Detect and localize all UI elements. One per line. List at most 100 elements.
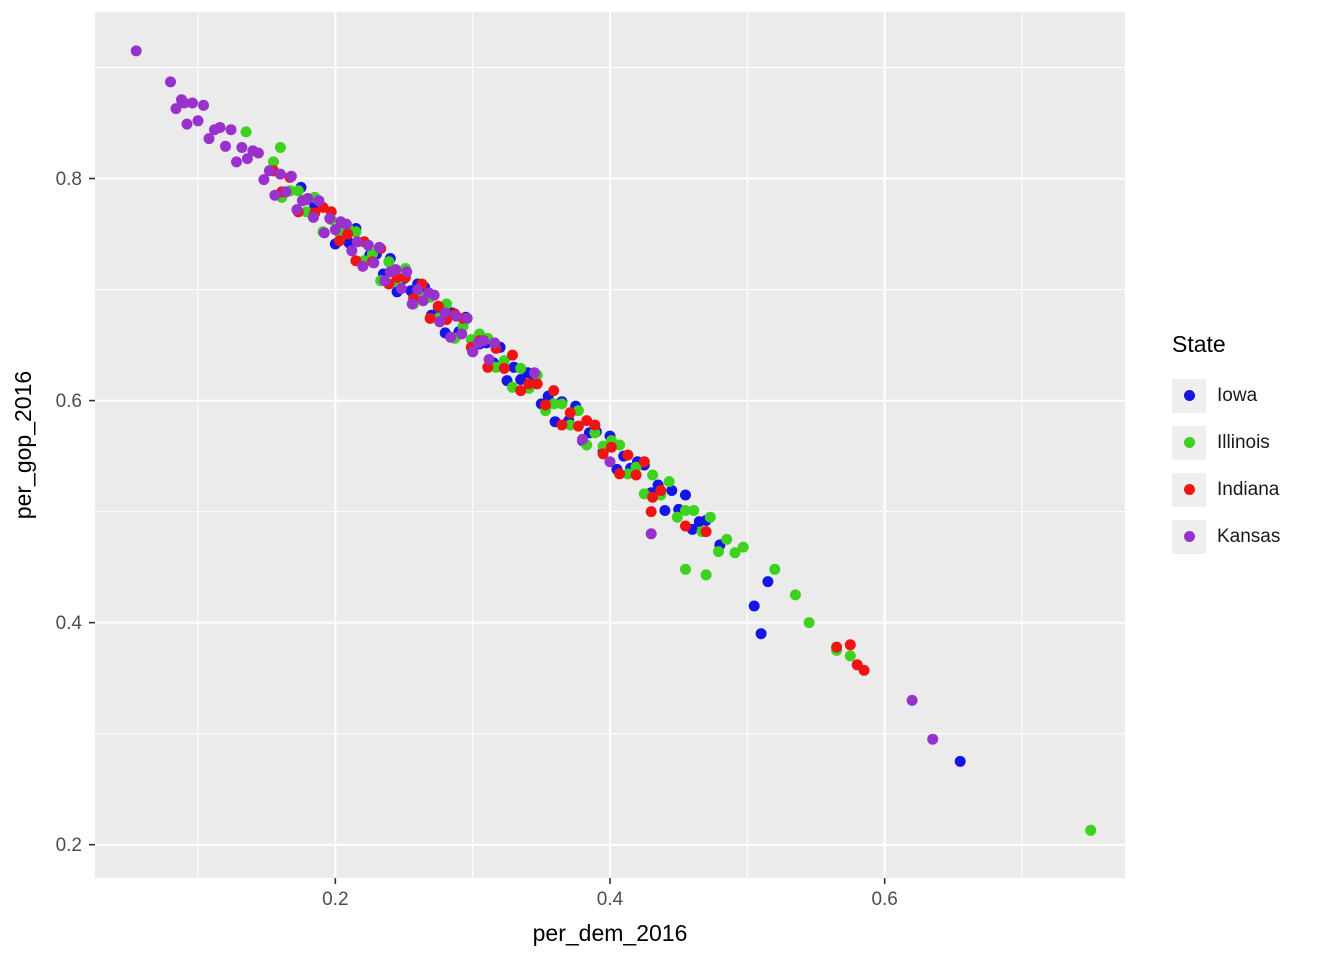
y-axis-title: per_gop_2016: [10, 371, 36, 519]
legend-key: [1172, 425, 1206, 460]
data-point-kansas: [577, 433, 588, 445]
data-point-indiana: [645, 506, 657, 518]
data-point-kansas: [362, 239, 374, 251]
data-point-indiana: [515, 385, 527, 397]
data-point-kansas: [428, 289, 440, 301]
data-point-iowa: [659, 505, 671, 516]
data-point-illinois: [704, 511, 716, 523]
data-point-kansas: [236, 142, 248, 153]
data-point-indiana: [831, 641, 843, 653]
data-point-iowa: [762, 576, 774, 588]
data-point-kansas: [291, 204, 303, 216]
data-point-kansas: [274, 168, 286, 180]
data-point-kansas: [225, 124, 237, 136]
data-point-iowa: [954, 755, 966, 767]
y-tick-label: 0.4: [56, 613, 83, 634]
data-point-illinois: [564, 419, 576, 431]
data-point-illinois: [737, 541, 749, 553]
data-point-indiana: [605, 441, 617, 453]
data-point-kansas: [346, 245, 358, 257]
data-point-indiana: [700, 526, 712, 538]
data-point-illinois: [383, 256, 395, 268]
legend-label: Iowa: [1217, 384, 1258, 406]
data-point-indiana: [655, 485, 667, 496]
data-point-indiana: [858, 664, 870, 676]
data-point-indiana: [597, 448, 609, 460]
data-point-indiana: [498, 362, 510, 374]
data-point-kansas: [318, 227, 330, 239]
x-tick-label: 0.6: [871, 889, 897, 910]
data-point-illinois: [663, 476, 675, 488]
data-point-kansas: [351, 236, 363, 248]
data-point-indiana: [614, 468, 626, 480]
data-point-kansas: [181, 118, 193, 130]
legend-dot-icon: [1183, 437, 1195, 448]
data-point-indiana: [564, 407, 576, 419]
legend: State Iowa Illinois Indiana Kansas: [1172, 331, 1280, 560]
data-point-kansas: [280, 186, 292, 198]
data-point-illinois: [729, 547, 741, 559]
legend-title: State: [1172, 331, 1226, 357]
legend-item-kansas: Kansas: [1172, 513, 1280, 560]
data-point-kansas: [417, 295, 429, 307]
data-point-illinois: [721, 533, 733, 545]
data-point-kansas: [165, 76, 176, 88]
data-point-kansas: [406, 298, 418, 310]
data-point-illinois: [622, 468, 634, 480]
data-point-indiana: [589, 419, 601, 431]
data-point-illinois: [589, 427, 601, 439]
x-tick-labels: 0.2 0.4 0.6: [322, 889, 898, 910]
data-point-illinois: [789, 589, 801, 601]
data-point-kansas: [285, 170, 297, 182]
data-point-illinois: [769, 563, 781, 575]
data-point-illinois: [292, 185, 304, 197]
data-point-indiana: [548, 385, 560, 397]
data-point-kansas: [307, 211, 319, 223]
data-point-iowa: [680, 489, 691, 501]
data-point-illinois: [638, 488, 650, 500]
data-point-kansas: [927, 733, 939, 745]
data-point-illinois: [274, 142, 286, 153]
data-point-indiana: [622, 449, 634, 461]
data-point-kansas: [192, 115, 204, 127]
data-point-indiana: [844, 639, 856, 651]
data-point-kansas: [302, 193, 314, 204]
legend-item-iowa: Iowa: [1172, 372, 1280, 419]
y-tick-label: 0.6: [56, 391, 82, 412]
data-point-illinois: [490, 361, 502, 373]
data-point-illinois: [688, 505, 700, 516]
data-point-indiana: [581, 415, 593, 427]
data-point-kansas: [529, 367, 540, 379]
legend-key: [1172, 378, 1206, 413]
data-point-indiana: [638, 456, 650, 468]
data-point-illinois: [713, 546, 724, 558]
data-point-indiana: [556, 419, 568, 431]
data-point-iowa: [666, 485, 678, 496]
data-point-illinois: [844, 650, 856, 662]
legend-dot-icon: [1183, 531, 1195, 542]
data-point-kansas: [478, 335, 490, 347]
data-point-kansas: [170, 103, 182, 115]
data-point-kansas: [220, 140, 231, 152]
x-tick-label: 0.2: [322, 889, 348, 910]
data-point-illinois: [680, 563, 691, 575]
y-tick-labels: 0.2 0.4 0.6 0.8: [56, 169, 83, 856]
data-point-kansas: [412, 284, 424, 296]
data-point-illinois: [700, 569, 712, 581]
data-point-kansas: [231, 156, 242, 168]
legend-key: [1172, 519, 1206, 554]
data-point-kansas: [198, 99, 209, 111]
data-point-illinois: [441, 298, 453, 310]
data-point-kansas: [368, 257, 380, 269]
data-point-illinois: [556, 398, 568, 410]
data-point-kansas: [340, 218, 352, 230]
data-point-indiana: [342, 228, 354, 240]
data-point-illinois: [803, 617, 815, 629]
x-tick-label: 0.4: [597, 889, 624, 910]
data-point-kansas: [258, 174, 270, 186]
data-point-indiana: [680, 520, 691, 532]
data-point-illinois: [515, 362, 527, 374]
data-point-illinois: [671, 511, 683, 523]
data-point-kansas: [467, 346, 479, 358]
